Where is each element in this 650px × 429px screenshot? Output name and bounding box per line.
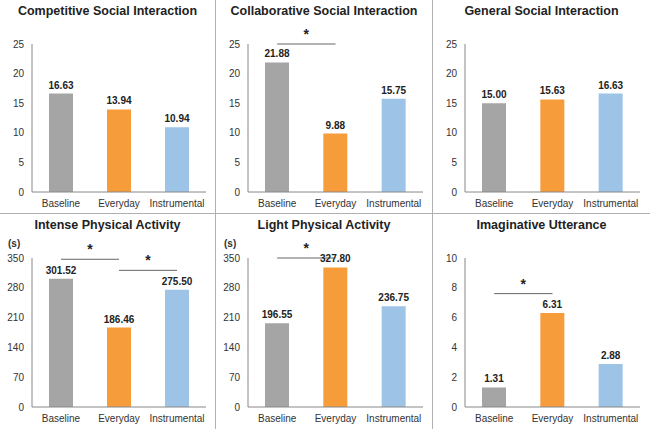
svg-text:Baseline: Baseline [258, 198, 297, 209]
svg-text:4: 4 [451, 342, 457, 353]
svg-text:Everyday: Everyday [98, 413, 140, 424]
svg-text:327.80: 327.80 [320, 253, 351, 264]
svg-text:10: 10 [446, 253, 458, 264]
svg-text:*: * [304, 26, 310, 42]
svg-text:Everyday: Everyday [98, 198, 140, 209]
svg-text:280: 280 [8, 282, 24, 293]
svg-text:15.63: 15.63 [540, 85, 565, 96]
svg-text:0: 0 [451, 402, 457, 413]
html-text:Collaborative Social Interacti: Collaborative Social Interaction [230, 4, 418, 18]
svg-text:Everyday: Everyday [532, 198, 574, 209]
svg-text:Everyday: Everyday [315, 198, 357, 209]
html-text:(s): (s) [224, 238, 237, 249]
html-text:Light Physical Activity: Light Physical Activity [257, 218, 391, 232]
html-text:(s): (s) [8, 238, 21, 249]
html-text:General Social Interaction: General Social Interaction [464, 4, 619, 18]
svg-text:Instrumental: Instrumental [149, 198, 204, 209]
svg-text:10.94: 10.94 [164, 113, 189, 124]
svg-text:Instrumental: Instrumental [583, 413, 638, 424]
svg-text:Baseline: Baseline [475, 198, 514, 209]
svg-text:20: 20 [13, 68, 25, 79]
svg-text:236.75: 236.75 [378, 292, 409, 303]
svg-text:Instrumental: Instrumental [366, 413, 421, 424]
svg-text:20: 20 [446, 68, 458, 79]
html-text:Competitive Social Interaction: Competitive Social Interaction [17, 4, 198, 18]
svg-text:70: 70 [229, 372, 241, 383]
html-text:Intense Physical Activity: Intense Physical Activity [34, 218, 181, 232]
svg-text:Everyday: Everyday [315, 413, 357, 424]
svg-text:15: 15 [13, 98, 25, 109]
svg-text:*: * [521, 276, 527, 292]
svg-text:196.55: 196.55 [262, 309, 293, 320]
svg-text:Instrumental: Instrumental [583, 198, 638, 209]
svg-text:10: 10 [229, 127, 241, 138]
svg-text:Everyday: Everyday [532, 413, 574, 424]
svg-text:Baseline: Baseline [475, 413, 514, 424]
svg-text:*: * [145, 252, 151, 268]
svg-text:5: 5 [18, 157, 24, 168]
svg-text:25: 25 [446, 39, 458, 50]
svg-text:210: 210 [8, 312, 24, 323]
svg-text:15: 15 [229, 98, 241, 109]
svg-text:21.88: 21.88 [264, 48, 289, 59]
svg-text:6.31: 6.31 [543, 299, 563, 310]
svg-text:350: 350 [223, 253, 240, 264]
svg-text:9.88: 9.88 [326, 120, 346, 131]
svg-text:2.88: 2.88 [601, 350, 621, 361]
svg-text:301.52: 301.52 [46, 265, 77, 276]
svg-text:10: 10 [13, 127, 25, 138]
svg-text:1.31: 1.31 [484, 373, 504, 384]
svg-text:20: 20 [229, 68, 241, 79]
svg-text:186.46: 186.46 [104, 314, 135, 325]
svg-text:2: 2 [451, 372, 457, 383]
svg-text:70: 70 [13, 372, 25, 383]
html-text:Imaginative Utterance: Imaginative Utterance [476, 218, 607, 232]
svg-text:*: * [304, 240, 310, 256]
svg-text:0: 0 [18, 402, 24, 413]
svg-text:13.94: 13.94 [106, 95, 131, 106]
svg-text:15.75: 15.75 [381, 85, 406, 96]
svg-text:140: 140 [8, 342, 24, 353]
svg-text:0: 0 [234, 402, 240, 413]
svg-text:Instrumental: Instrumental [366, 198, 421, 209]
svg-text:0: 0 [234, 187, 240, 198]
svg-text:25: 25 [229, 39, 241, 50]
svg-text:0: 0 [18, 187, 24, 198]
svg-text:0: 0 [451, 187, 457, 198]
svg-text:5: 5 [234, 157, 240, 168]
svg-text:8: 8 [451, 282, 457, 293]
svg-text:Baseline: Baseline [258, 413, 297, 424]
svg-text:280: 280 [223, 282, 240, 293]
svg-text:275.50: 275.50 [162, 276, 193, 287]
svg-text:16.63: 16.63 [48, 80, 73, 91]
svg-text:Instrumental: Instrumental [149, 413, 204, 424]
svg-text:*: * [87, 241, 93, 257]
svg-text:350: 350 [8, 253, 24, 264]
svg-text:Baseline: Baseline [42, 198, 81, 209]
svg-text:16.63: 16.63 [598, 80, 623, 91]
svg-text:210: 210 [223, 312, 240, 323]
svg-text:140: 140 [223, 342, 240, 353]
svg-text:5: 5 [451, 157, 457, 168]
svg-text:15.00: 15.00 [481, 89, 506, 100]
svg-text:6: 6 [451, 312, 457, 323]
svg-text:15: 15 [446, 98, 458, 109]
svg-text:10: 10 [446, 127, 458, 138]
svg-text:25: 25 [13, 39, 25, 50]
svg-text:Baseline: Baseline [42, 413, 81, 424]
